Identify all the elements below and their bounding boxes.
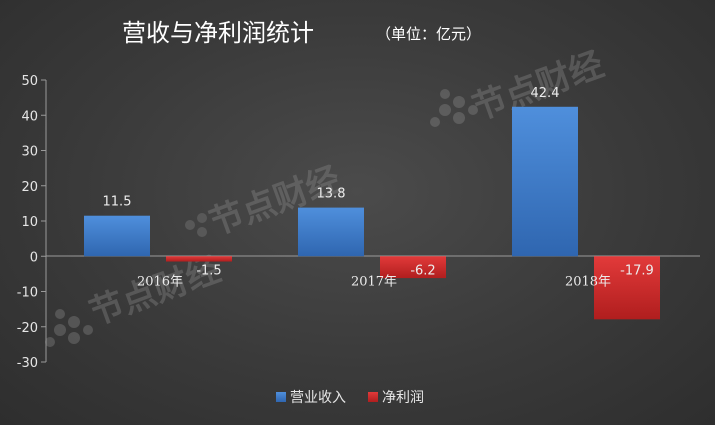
- category-labels-group: 2016年 2017年 2018年: [137, 274, 611, 289]
- y-tick-label: -10: [17, 286, 38, 301]
- bar-revenue-1: [84, 215, 150, 257]
- bar-revenue-2: [298, 207, 364, 257]
- y-tick-group: 50 40 30 20 10 0 -10 -20 -30: [17, 74, 46, 371]
- bar-profit-1: [166, 256, 232, 262]
- category-label-1: 2016年: [137, 274, 183, 289]
- bar-profit-2: [380, 256, 446, 279]
- y-tick-label: 0: [30, 250, 38, 265]
- y-tick-label: 20: [21, 180, 38, 195]
- data-label-revenue-1: 11.5: [103, 195, 132, 210]
- y-tick-label: -20: [17, 321, 38, 336]
- watermark-logo-icon-3: [185, 213, 207, 237]
- bar-revenue-3: [512, 106, 578, 257]
- data-label-profit-3: -17.9: [620, 263, 654, 278]
- watermark-text-2: 节点财经: [84, 249, 225, 333]
- legend-label-revenue: 营业收入: [290, 390, 346, 406]
- chart-subtitle: （单位：亿元）: [376, 25, 481, 43]
- data-label-profit-2: -6.2: [410, 263, 435, 278]
- legend-swatch-revenue: [276, 392, 286, 402]
- bar-profit-3: [594, 256, 660, 320]
- y-tick-label: 30: [21, 145, 38, 160]
- chart-title: 营收与净利润统计: [122, 19, 314, 47]
- data-label-profit-1: -1.5: [196, 263, 221, 278]
- legend-swatch-profit: [368, 392, 378, 402]
- watermark-logo-icon-1: [430, 89, 478, 127]
- y-tick-label: 50: [21, 74, 38, 89]
- category-label-2: 2017年: [351, 274, 397, 289]
- y-tick-label: -30: [17, 356, 38, 371]
- bars-group: [84, 106, 660, 320]
- watermark-logo-icon-2: [45, 309, 93, 347]
- data-label-revenue-3: 42.4: [531, 86, 560, 101]
- category-label-3: 2018年: [565, 274, 611, 289]
- y-tick-label: 10: [21, 215, 38, 230]
- data-label-revenue-2: 13.8: [317, 187, 346, 202]
- y-tick-label: 40: [21, 109, 38, 124]
- legend-label-profit: 净利润: [382, 390, 424, 406]
- data-labels-group: 11.5 -1.5 13.8 -6.2 42.4 -17.9: [103, 86, 654, 278]
- legend: 营业收入 净利润: [276, 390, 424, 406]
